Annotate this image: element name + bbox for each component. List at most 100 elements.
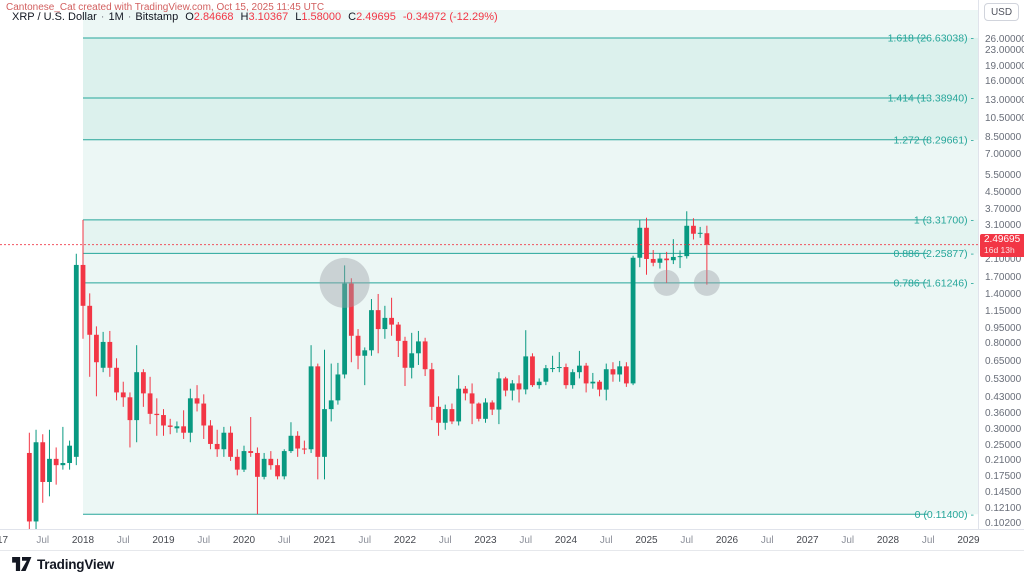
candle-body — [630, 257, 636, 384]
last-price-value: 2.49695 — [984, 233, 1021, 245]
candle-body — [650, 258, 656, 263]
fib-band — [83, 282, 978, 515]
price-tick-label: 23.00000 — [985, 44, 1024, 56]
fib-band — [83, 253, 978, 283]
time-tick-label: Jul — [438, 535, 452, 546]
highlight-circle — [319, 257, 370, 308]
time-tick-label: 2026 — [715, 535, 739, 546]
time-tick-label: Jul — [36, 535, 50, 546]
candle-body — [100, 341, 106, 368]
candle-body — [181, 426, 187, 433]
candle-body — [670, 256, 676, 261]
legend-separator: · — [127, 11, 132, 23]
price-tick-label: 0.80000 — [985, 338, 1022, 350]
candle-body — [476, 403, 482, 419]
tradingview-logo[interactable]: TradingView — [12, 556, 114, 572]
candle-body — [362, 350, 368, 356]
candle-body — [221, 432, 227, 450]
currency-toggle-button[interactable]: USD — [984, 3, 1019, 21]
candle-body — [40, 442, 46, 482]
price-tick-label: 7.00000 — [985, 148, 1022, 160]
fib-label: 1.272 (8.29661) - — [893, 134, 974, 146]
time-tick-label: 2021 — [313, 535, 336, 546]
time-tick-label: Jul — [277, 535, 291, 546]
price-tick-label: 0.25000 — [985, 439, 1022, 451]
legend-separator: · — [100, 11, 105, 23]
candle-body — [167, 425, 173, 427]
fib-label: 0.786 (1.61246) - — [893, 277, 974, 289]
close-letter: C — [348, 11, 357, 23]
time-tick-label: 2019 — [152, 535, 175, 546]
open-value: 2.84668 — [193, 11, 234, 23]
tradingview-wordmark: TradingView — [37, 556, 115, 572]
candle-body — [140, 372, 146, 394]
candle-body — [154, 413, 160, 416]
time-tick-label: Jul — [760, 535, 774, 546]
candle-body — [516, 383, 522, 390]
candle-body — [53, 458, 59, 466]
fib-band — [83, 10, 978, 38]
open-letter: O — [185, 11, 194, 23]
candle-body — [422, 341, 428, 370]
interval-label[interactable]: 1M — [108, 11, 124, 23]
time-tick-label: 2029 — [957, 535, 980, 546]
candle-body — [489, 402, 495, 410]
candle-body — [214, 443, 220, 450]
price-tick-label: 1.40000 — [985, 289, 1022, 301]
candle-body — [315, 366, 321, 457]
price-tick-label: 19.00000 — [985, 61, 1024, 73]
candle-body — [509, 383, 515, 391]
candle-body — [80, 264, 86, 306]
candle-body — [134, 372, 140, 421]
time-tick-label: Jul — [599, 535, 613, 546]
candle-body — [322, 409, 327, 457]
time-tick-label: 2028 — [876, 535, 900, 546]
candle-body — [67, 445, 72, 464]
last-price-badge: 2.49695 16d 13h — [980, 233, 1024, 257]
candle-body — [483, 402, 488, 419]
price-tick-label: 10.50000 — [985, 113, 1024, 125]
candle-body — [637, 227, 643, 258]
candle-body — [469, 393, 475, 404]
fib-band — [83, 37, 978, 98]
candle-body — [389, 317, 394, 325]
fib-label: 0.886 (2.25877) - — [893, 248, 974, 260]
candle-body — [610, 369, 616, 375]
fib-label: 1.618 (26.63038) - — [888, 32, 975, 44]
price-tick-label: 4.50000 — [985, 187, 1022, 199]
candle-body — [677, 256, 683, 258]
candle-body — [530, 356, 535, 386]
time-tick-label: Jul — [358, 535, 372, 546]
candle-body — [597, 381, 602, 390]
fib-band — [83, 97, 978, 140]
candle-body — [147, 393, 153, 414]
symbol-name[interactable]: XRP / U.S. Dollar — [12, 11, 97, 23]
price-tick-label: 0.17500 — [985, 470, 1022, 482]
candle-body — [523, 356, 529, 390]
candle-body — [234, 456, 240, 470]
chart-canvas[interactable]: 1.618 (26.63038) - 1.414 (13.38940) - 1.27… — [0, 0, 978, 529]
candle-body — [248, 451, 254, 453]
candle-body — [442, 409, 448, 423]
candle-body — [127, 397, 133, 421]
candle-body — [73, 264, 79, 457]
price-tick-label: 3.70000 — [985, 204, 1022, 216]
time-axis[interactable]: 17 Jul 2018 Jul 2019 Jul 2020 Jul 2021 Jul 2022 Jul… — [0, 529, 1024, 550]
time-tick-label: 17 — [0, 535, 9, 546]
candle-body — [503, 378, 509, 391]
price-axis[interactable]: 0.10200 0.12100 0.14500 0.17500 0.21000 0.250… — [978, 0, 1024, 550]
price-tick-label: 0.65000 — [985, 356, 1022, 368]
candle-body — [87, 305, 93, 335]
candle-body — [429, 369, 435, 407]
symbol-legend[interactable]: XRP / U.S. Dollar · 1M · Bitstamp O2.84668 H3.… — [12, 11, 498, 23]
price-tick-label: 0.53000 — [985, 374, 1022, 386]
fib-band — [83, 219, 978, 254]
candle-body — [456, 388, 462, 422]
time-tick-label: Jul — [519, 535, 533, 546]
fib-label: 1 (3.31700) - — [914, 214, 975, 226]
time-tick-label: 2018 — [71, 535, 95, 546]
time-tick-label: 2022 — [393, 535, 417, 546]
time-tick-label: Jul — [921, 535, 935, 546]
candle-body — [691, 225, 696, 234]
